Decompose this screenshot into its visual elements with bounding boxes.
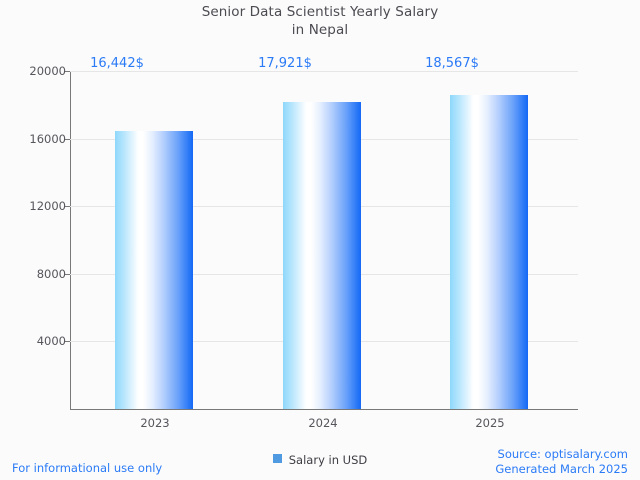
y-tick-label-16000: 16000 xyxy=(29,132,66,146)
gridline-20000 xyxy=(70,71,578,72)
chart-title: Senior Data Scientist Yearly Salary in N… xyxy=(0,3,640,39)
bar-value-2025: 18,567$ xyxy=(425,56,479,71)
x-tick-label-2024: 2024 xyxy=(308,416,338,430)
bar-value-2024: 17,921$ xyxy=(258,56,312,71)
legend-item-salary-in-usd[interactable]: Salary in USD xyxy=(288,452,368,467)
y-tick-mark-16000 xyxy=(64,139,70,140)
y-tick-mark-8000 xyxy=(64,274,70,275)
y-tick-label-8000: 8000 xyxy=(36,267,66,281)
footer-disclaimer: For informational use only xyxy=(12,461,163,475)
x-tick-label-2025: 2025 xyxy=(475,416,505,430)
bar-value-2023: 16,442$ xyxy=(90,56,144,71)
y-tick-label-20000: 20000 xyxy=(29,64,66,78)
y-axis-line xyxy=(70,71,71,409)
bar-2025 xyxy=(450,95,528,409)
chart-title-line2: in Nepal xyxy=(291,22,349,38)
bar-2024 xyxy=(283,102,361,409)
y-tick-mark-4000 xyxy=(64,341,70,342)
y-tick-label-12000: 12000 xyxy=(29,199,66,213)
chart-legend: Salary in USD xyxy=(0,452,640,467)
chart-title-line1: Senior Data Scientist Yearly Salary xyxy=(201,4,439,20)
footer-source: Source: optisalary.com xyxy=(497,447,628,461)
legend-swatch-icon xyxy=(272,454,282,463)
y-tick-label-4000: 4000 xyxy=(36,334,66,348)
x-tick-label-2023: 2023 xyxy=(140,416,170,430)
x-axis-line xyxy=(70,409,578,410)
y-tick-mark-12000 xyxy=(64,206,70,207)
y-tick-mark-20000 xyxy=(64,71,70,72)
footer-source-block: Source: optisalary.com Generated March 2… xyxy=(495,447,628,477)
footer-generated-date: Generated March 2025 xyxy=(495,462,628,476)
bar-2023 xyxy=(115,131,193,409)
plot-area xyxy=(70,71,578,409)
